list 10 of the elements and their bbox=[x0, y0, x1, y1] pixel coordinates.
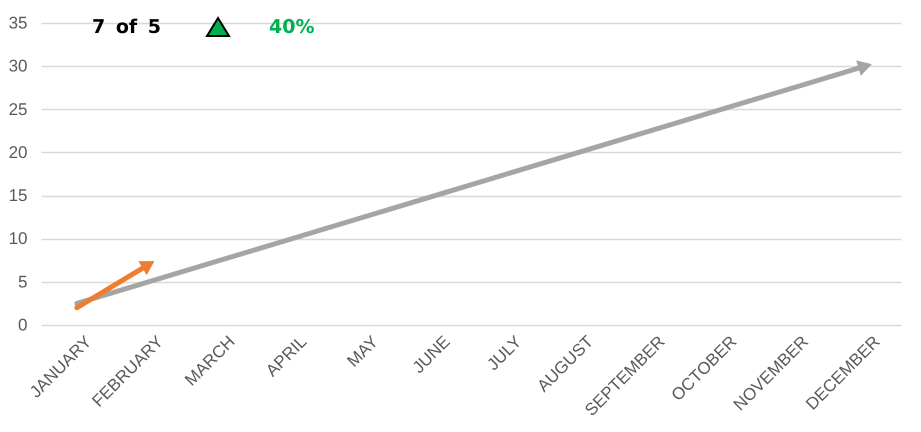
y-tick-label: 25 bbox=[8, 100, 28, 119]
y-tick-label: 20 bbox=[8, 142, 28, 162]
y-tick-label: 5 bbox=[18, 272, 28, 292]
y-tick-label: 30 bbox=[8, 56, 28, 76]
y-tick-label: 10 bbox=[8, 229, 28, 248]
y-tick-label: 35 bbox=[8, 14, 28, 32]
y-tick-label: 0 bbox=[18, 316, 28, 334]
y-tick-label: 15 bbox=[8, 186, 28, 206]
annotation: 40% bbox=[269, 16, 314, 38]
annotation: 7 of 5 bbox=[92, 16, 161, 38]
